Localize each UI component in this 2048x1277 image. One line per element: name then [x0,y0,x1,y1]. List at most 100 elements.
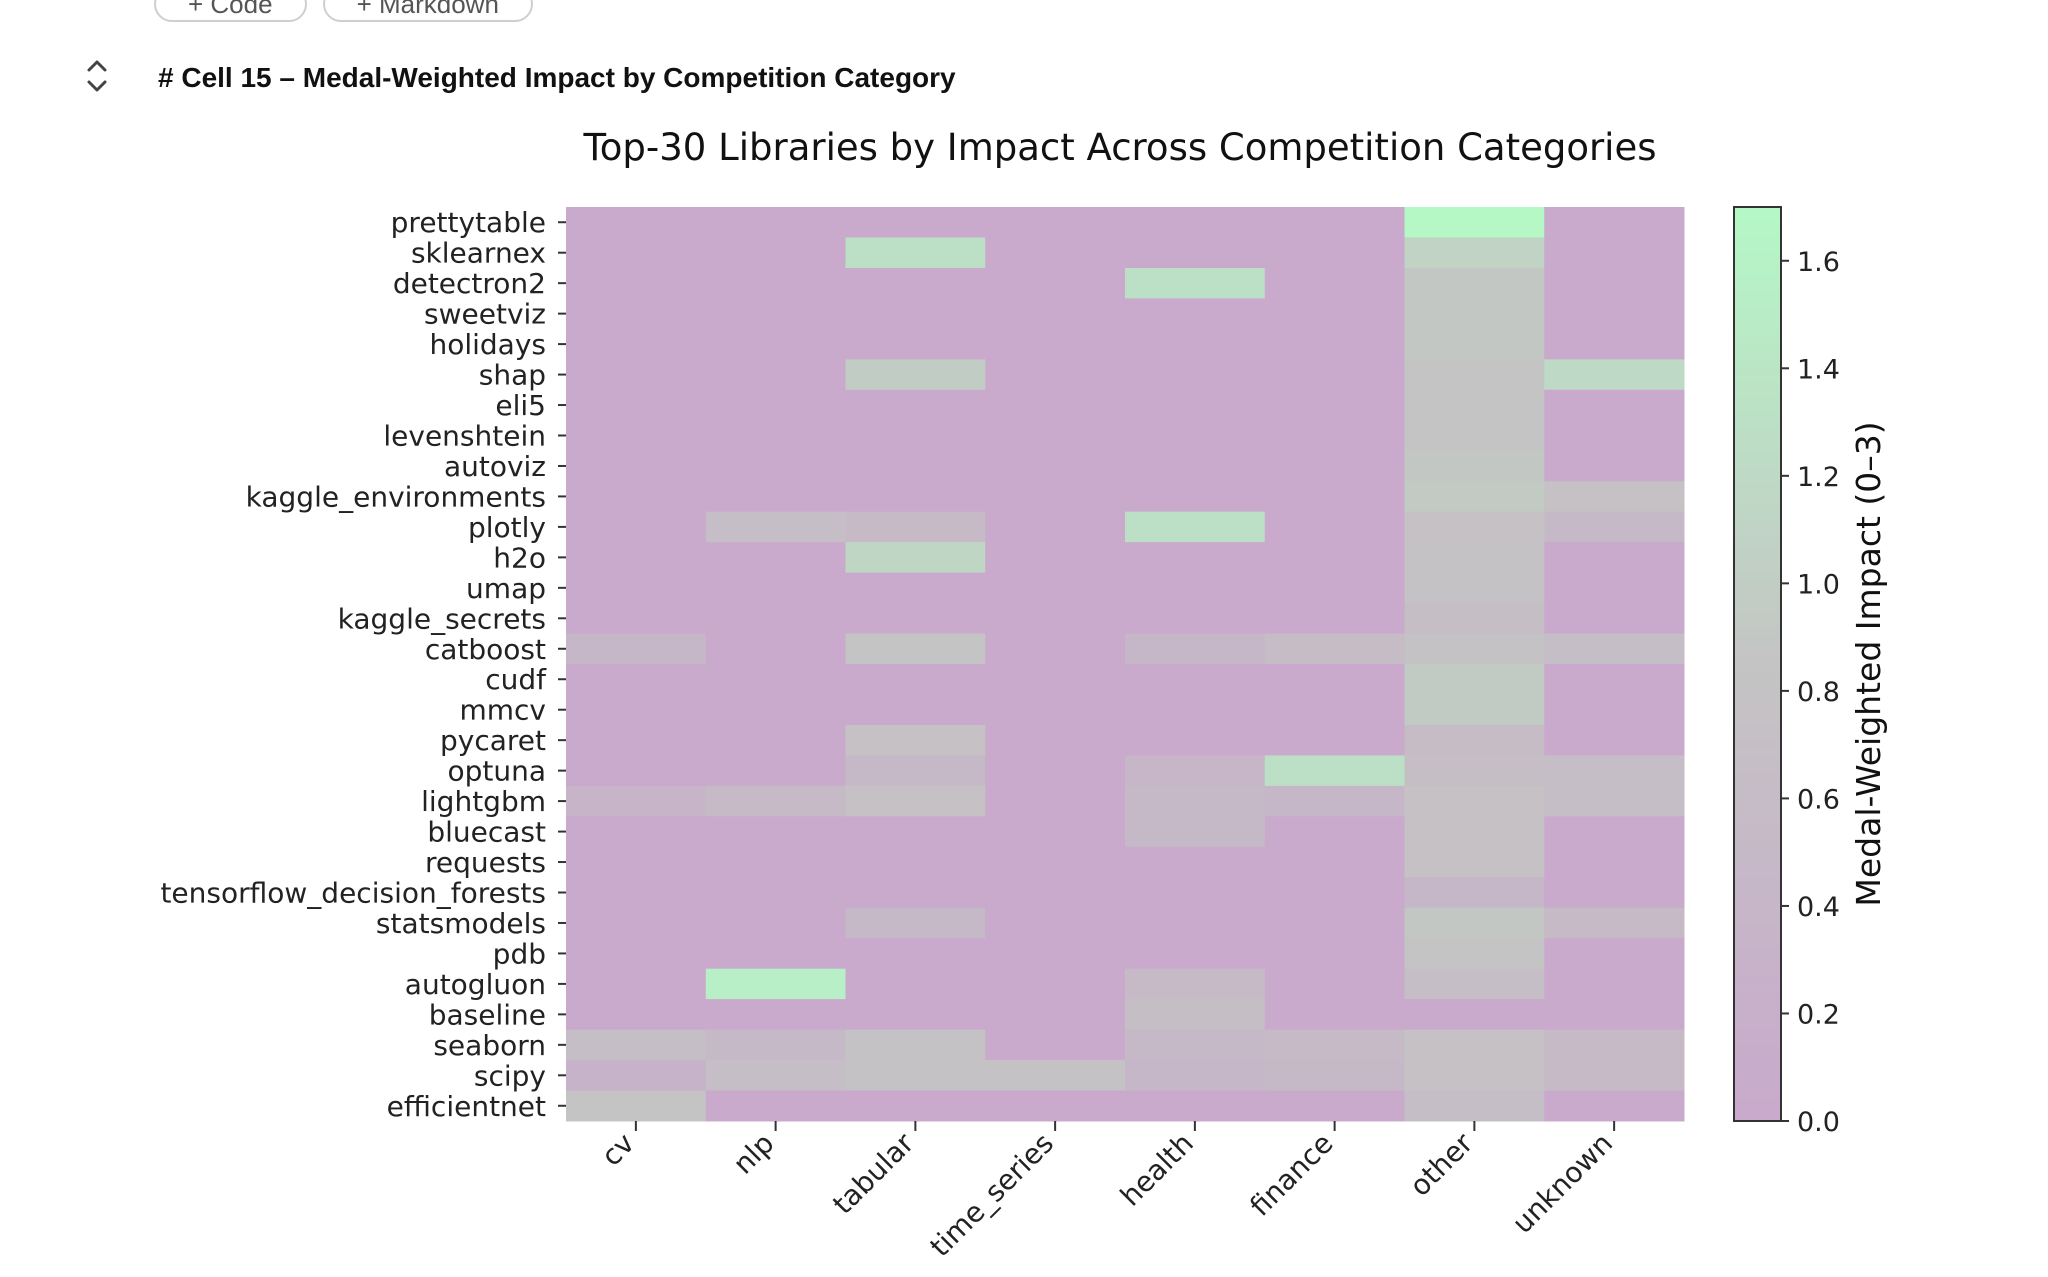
heatmap-cell [845,938,986,970]
colorbar-tick-label: 0.6 [1797,784,1840,815]
colorbar-segment [1734,945,1781,955]
heatmap-cell [705,664,846,695]
heatmap-cell [1404,877,1545,909]
heatmap-cell [1544,481,1685,513]
colorbar-segment [1734,549,1781,558]
colorbar: 0.0 0.2 0.4 0.6 0.8 1.0 1.2 1.4 1.6 [1733,206,1840,1138]
heatmap-cell [1125,1090,1266,1122]
colorbar-segment [1734,229,1781,239]
heatmap-cell [985,1060,1126,1092]
colorbar-tick-label: 0.0 [1797,1107,1840,1138]
heatmap-cell [1544,389,1685,421]
heatmap-cell [566,389,707,421]
heatmap-cell [1125,1029,1266,1061]
heatmap-cell [1404,328,1545,360]
add-markdown-button[interactable]: + Markdown [322,0,533,22]
heatmap-cell [845,511,986,543]
heatmap-cell [1544,877,1685,909]
colorbar-segment [1734,214,1781,223]
heatmap-cell [985,999,1126,1031]
colorbar-segment [1734,808,1781,817]
heatmap-cell [566,298,707,330]
heatmap-cell [985,664,1126,695]
heatmap-cell [845,481,986,513]
heatmap-cell [1404,542,1545,574]
heatmap-cell [705,846,846,878]
heatmap-cell [1544,694,1685,726]
colorbar-segment [1734,877,1781,886]
heatmap-cell [1125,907,1266,939]
heatmap-cell [1264,633,1405,665]
colorbar-tick-label: 1.4 [1797,354,1840,385]
heatmap-cell [1544,1060,1685,1092]
heatmap-cell [1264,481,1405,513]
heatmap-cell [1544,755,1685,787]
heatmap-cell [1125,511,1266,543]
heatmap-cell [985,877,1126,909]
heatmap-cell [1125,267,1266,299]
colorbar-segment [1734,427,1781,437]
heatmap-cell [705,267,846,299]
heatmap-cell [845,450,986,482]
heatmap-cell [1125,572,1266,604]
colorbar-segment [1734,435,1781,444]
add-code-button[interactable]: + Code [154,0,307,22]
colorbar-segment [1734,351,1781,360]
x-tick-label: other [1403,1126,1479,1202]
heatmap-cell [1264,694,1405,726]
heatmap-cell [1404,389,1545,421]
colorbar-segment [1734,587,1781,597]
colorbar-segment [1734,443,1781,452]
heatmap-cell [1125,816,1266,848]
colorbar-segment [1734,1098,1781,1107]
colorbar-segment [1734,465,1781,475]
colorbar-segment [1734,968,1781,977]
heatmap-cell [1125,207,1266,238]
colorbar-segment [1734,686,1781,696]
heatmap-cell [1264,603,1405,635]
heatmap-cell [845,907,986,939]
y-tick-label: cudf [485,663,547,696]
colorbar-segment [1734,717,1781,726]
y-tick-label: tensorflow_decision_forests [160,877,546,910]
heatmap-cell [705,603,846,635]
colorbar-segment [1734,1029,1781,1038]
heatmap-cell [985,907,1126,939]
heatmap-cell [1264,785,1405,817]
heatmap-cell [1125,664,1266,695]
heatmap-cell [566,877,707,909]
heatmap-cell [1264,542,1405,574]
colorbar-segment [1734,625,1781,635]
heatmap-cell [566,481,707,513]
colorbar-segment [1734,420,1781,429]
heatmap-cell [1264,237,1405,269]
heatmap-cell [845,664,986,695]
heatmap-cell [1404,1090,1545,1122]
colorbar-segment [1734,450,1781,459]
heatmap-cell [1125,938,1266,970]
collapse-expand-icon[interactable] [82,56,112,96]
cell-toolbar: + Code + Markdown [154,0,533,22]
heatmap-cell [566,1060,707,1092]
colorbar-segment [1734,1037,1781,1046]
colorbar-segment [1734,1105,1781,1114]
colorbar-segment [1734,763,1781,772]
colorbar-segment [1734,328,1781,338]
colorbar-segment [1734,405,1781,414]
y-tick-label: autogluon [405,968,546,1001]
heatmap-cell [1404,724,1545,756]
heatmap-cell [705,328,846,360]
heatmap-cell [985,572,1126,604]
heatmap-cell [1544,420,1685,452]
colorbar-segment [1734,207,1781,216]
colorbar-segment [1734,1052,1781,1061]
heatmap-cell [1264,907,1405,939]
colorbar-segment [1734,991,1781,1000]
colorbar-segment [1734,900,1781,909]
y-tick-label: sklearnex [411,237,546,270]
colorbar-segment [1734,778,1781,787]
heatmap-cell [1544,1029,1685,1061]
heatmap-cell [985,816,1126,848]
heatmap-cell [566,816,707,848]
x-tick-label: tabular [826,1126,920,1220]
